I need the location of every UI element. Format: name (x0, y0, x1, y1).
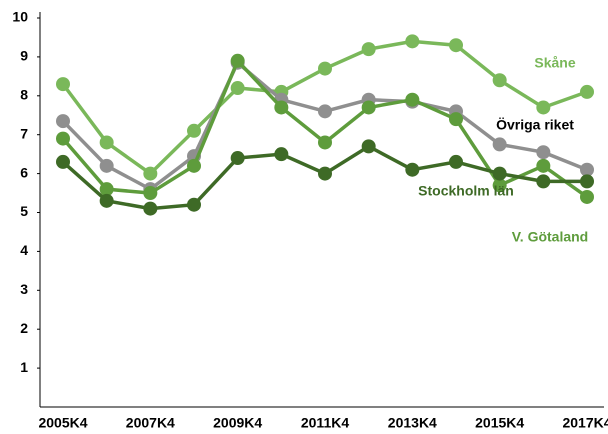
data-point (361, 139, 376, 154)
data-point (99, 182, 114, 197)
data-point (56, 154, 70, 169)
data-point (536, 100, 551, 115)
x-tick-label: 2013K4 (388, 415, 437, 431)
y-tick-label: 7 (20, 125, 28, 141)
data-point (580, 84, 594, 99)
data-point (361, 100, 376, 115)
data-point (536, 174, 551, 189)
y-tick-label: 9 (20, 48, 28, 64)
y-tick-label: 10 (12, 9, 28, 25)
data-point (143, 186, 158, 201)
data-point (580, 162, 594, 177)
x-tick-label: 2011K4 (301, 415, 349, 431)
y-tick-label: 8 (20, 87, 28, 103)
data-point (449, 112, 463, 127)
data-point (361, 42, 376, 57)
series-label: Skåne (534, 55, 575, 71)
data-point (230, 81, 245, 96)
y-tick-label: 1 (20, 359, 28, 375)
data-point (99, 158, 114, 173)
series-label: Stockholm län (418, 183, 514, 199)
x-tick-label: 2009K4 (213, 415, 262, 431)
data-point (99, 135, 114, 150)
data-point (492, 166, 507, 181)
series-label: Övriga riket (496, 117, 574, 133)
data-point (187, 197, 201, 212)
series-label: V. Götaland (512, 229, 589, 245)
data-point (56, 77, 70, 92)
data-point (187, 158, 201, 173)
data-point (492, 73, 507, 88)
data-point (99, 193, 114, 208)
data-point (274, 147, 289, 162)
data-point (143, 201, 158, 216)
data-point (318, 61, 332, 76)
data-point (492, 178, 507, 193)
data-point (449, 38, 463, 53)
data-point (318, 135, 332, 150)
data-point (274, 100, 289, 115)
data-point (449, 154, 463, 169)
data-point (187, 123, 201, 138)
data-point (143, 166, 158, 181)
data-point (230, 151, 245, 166)
data-point (580, 174, 594, 189)
data-point (405, 34, 420, 49)
data-point (56, 114, 70, 129)
data-point (405, 92, 420, 107)
data-point (405, 162, 420, 177)
x-tick-label: 2007K4 (126, 415, 175, 431)
y-tick-label: 4 (20, 242, 28, 258)
data-point (318, 166, 332, 181)
x-tick-label: 2015K4 (475, 415, 524, 431)
x-tick-label: 2005K4 (38, 415, 87, 431)
y-tick-label: 3 (20, 281, 28, 297)
data-point (318, 104, 332, 119)
y-tick-label: 5 (20, 203, 28, 219)
y-tick-label: 2 (20, 320, 28, 336)
data-point (56, 131, 70, 146)
x-tick-label: 2017K4 (562, 415, 608, 431)
data-point (230, 53, 245, 68)
data-point (536, 145, 551, 160)
y-tick-label: 6 (20, 164, 28, 180)
data-point (536, 158, 551, 173)
data-point (492, 137, 507, 152)
data-point (580, 189, 594, 204)
